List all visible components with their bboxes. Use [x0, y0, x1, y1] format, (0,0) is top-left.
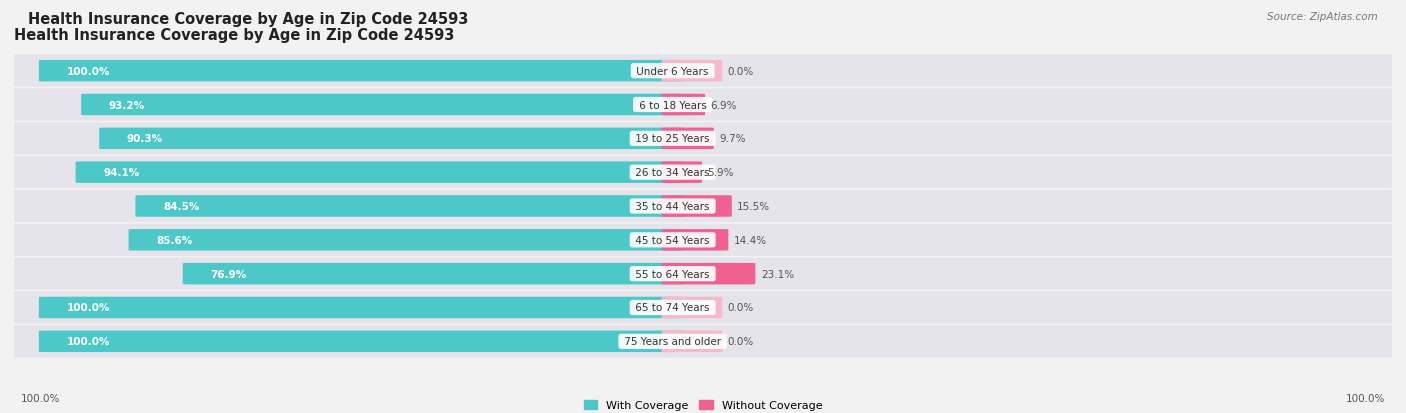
Text: 94.1%: 94.1%	[103, 168, 139, 178]
FancyBboxPatch shape	[662, 196, 731, 217]
Text: Under 6 Years: Under 6 Years	[633, 66, 711, 76]
FancyBboxPatch shape	[39, 331, 683, 352]
FancyBboxPatch shape	[76, 162, 683, 183]
Text: 6 to 18 Years: 6 to 18 Years	[636, 100, 710, 110]
Text: 35 to 44 Years: 35 to 44 Years	[633, 202, 713, 211]
FancyBboxPatch shape	[82, 95, 683, 116]
FancyBboxPatch shape	[7, 292, 1399, 324]
Text: 76.9%: 76.9%	[211, 269, 246, 279]
Text: 75 Years and older: 75 Years and older	[621, 337, 724, 347]
FancyBboxPatch shape	[7, 258, 1399, 290]
FancyBboxPatch shape	[128, 230, 683, 251]
Text: Health Insurance Coverage by Age in Zip Code 24593: Health Insurance Coverage by Age in Zip …	[28, 12, 468, 27]
FancyBboxPatch shape	[662, 230, 728, 251]
Text: 93.2%: 93.2%	[108, 100, 145, 110]
FancyBboxPatch shape	[7, 55, 1399, 88]
Text: 0.0%: 0.0%	[728, 337, 754, 347]
Text: 19 to 25 Years: 19 to 25 Years	[633, 134, 713, 144]
FancyBboxPatch shape	[662, 297, 723, 318]
FancyBboxPatch shape	[7, 325, 1399, 358]
Text: 6.9%: 6.9%	[710, 100, 737, 110]
FancyBboxPatch shape	[7, 190, 1399, 223]
Text: 26 to 34 Years: 26 to 34 Years	[633, 168, 713, 178]
Text: 55 to 64 Years: 55 to 64 Years	[633, 269, 713, 279]
FancyBboxPatch shape	[662, 331, 723, 352]
Text: 90.3%: 90.3%	[127, 134, 163, 144]
FancyBboxPatch shape	[39, 61, 683, 82]
Text: Health Insurance Coverage by Age in Zip Code 24593: Health Insurance Coverage by Age in Zip …	[14, 28, 454, 43]
FancyBboxPatch shape	[100, 128, 683, 150]
FancyBboxPatch shape	[7, 157, 1399, 189]
Text: 14.4%: 14.4%	[734, 235, 768, 245]
Text: 23.1%: 23.1%	[761, 269, 794, 279]
Text: 84.5%: 84.5%	[163, 202, 200, 211]
Text: 5.9%: 5.9%	[707, 168, 734, 178]
Legend: With Coverage, Without Coverage: With Coverage, Without Coverage	[579, 395, 827, 413]
Text: 100.0%: 100.0%	[21, 393, 60, 403]
FancyBboxPatch shape	[183, 263, 683, 285]
Text: Source: ZipAtlas.com: Source: ZipAtlas.com	[1267, 12, 1378, 22]
FancyBboxPatch shape	[662, 95, 704, 116]
FancyBboxPatch shape	[662, 162, 702, 183]
FancyBboxPatch shape	[7, 224, 1399, 256]
FancyBboxPatch shape	[7, 89, 1399, 121]
FancyBboxPatch shape	[662, 61, 723, 82]
Text: 100.0%: 100.0%	[66, 66, 110, 76]
Text: 100.0%: 100.0%	[66, 337, 110, 347]
FancyBboxPatch shape	[662, 263, 755, 285]
Text: 100.0%: 100.0%	[1346, 393, 1385, 403]
Text: 15.5%: 15.5%	[737, 202, 770, 211]
Text: 45 to 54 Years: 45 to 54 Years	[633, 235, 713, 245]
Text: 0.0%: 0.0%	[728, 66, 754, 76]
Text: 100.0%: 100.0%	[66, 303, 110, 313]
Text: 85.6%: 85.6%	[156, 235, 193, 245]
Text: 0.0%: 0.0%	[728, 303, 754, 313]
FancyBboxPatch shape	[662, 128, 714, 150]
FancyBboxPatch shape	[7, 123, 1399, 155]
Text: 9.7%: 9.7%	[720, 134, 745, 144]
Text: 65 to 74 Years: 65 to 74 Years	[633, 303, 713, 313]
FancyBboxPatch shape	[39, 297, 683, 318]
FancyBboxPatch shape	[135, 196, 683, 217]
